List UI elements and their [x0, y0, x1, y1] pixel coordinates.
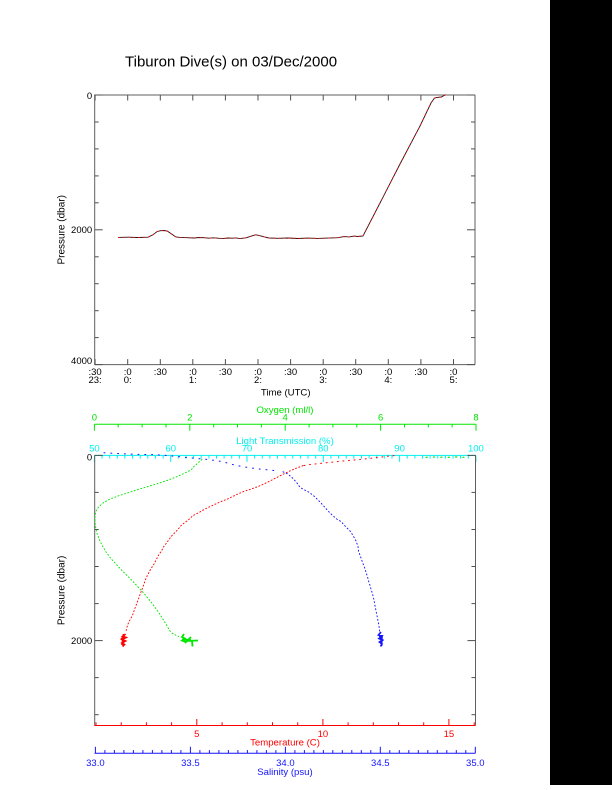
svg-text:Temperature (C): Temperature (C) [250, 738, 320, 749]
svg-text::30: :30 [219, 367, 232, 378]
svg-text:60: 60 [165, 443, 176, 454]
svg-text:6: 6 [378, 413, 383, 424]
svg-text:4000: 4000 [71, 356, 92, 367]
svg-text:2: 2 [187, 413, 192, 424]
svg-text:Time (UTC): Time (UTC) [261, 387, 311, 398]
svg-text:4:: 4: [384, 375, 392, 386]
svg-text:33.5: 33.5 [181, 758, 200, 769]
svg-text:5:: 5: [450, 375, 458, 386]
svg-text:33.0: 33.0 [86, 758, 105, 769]
svg-text:34.0: 34.0 [276, 758, 295, 769]
svg-text:2:: 2: [254, 375, 262, 386]
svg-text:1:: 1: [189, 375, 197, 386]
svg-text::30: :30 [284, 367, 297, 378]
svg-text:35.0: 35.0 [466, 758, 485, 769]
svg-text:90: 90 [394, 443, 405, 454]
svg-text:Tiburon Dive(s) on 03/Dec/2000: Tiburon Dive(s) on 03/Dec/2000 [125, 54, 337, 71]
svg-text::0: :0 [384, 367, 392, 378]
svg-text:2000: 2000 [71, 225, 92, 236]
svg-text::0: :0 [189, 367, 197, 378]
svg-text::0: :0 [254, 367, 262, 378]
svg-text::0: :0 [450, 367, 458, 378]
svg-text:100: 100 [468, 443, 484, 454]
svg-text:50: 50 [89, 443, 100, 454]
svg-text:Pressure (dbar): Pressure (dbar) [57, 195, 68, 264]
svg-text:4: 4 [283, 413, 288, 424]
svg-text:3:: 3: [319, 375, 327, 386]
svg-text::30: :30 [349, 367, 362, 378]
svg-text::30: :30 [88, 367, 101, 378]
svg-text:8: 8 [473, 413, 478, 424]
svg-text:80: 80 [318, 443, 329, 454]
svg-text:0: 0 [87, 452, 92, 463]
svg-text::0: :0 [124, 367, 132, 378]
svg-text:Salinity (psu): Salinity (psu) [257, 767, 312, 778]
svg-text:0:: 0: [124, 375, 132, 386]
svg-text:Light Transmission (%): Light Transmission (%) [236, 436, 334, 447]
svg-text:23:: 23: [88, 375, 101, 386]
svg-text:0: 0 [87, 91, 92, 102]
svg-text::30: :30 [154, 367, 167, 378]
svg-text:Oxygen (ml/l): Oxygen (ml/l) [256, 405, 313, 416]
svg-text::0: :0 [319, 367, 327, 378]
svg-text:70: 70 [242, 443, 253, 454]
svg-text:0: 0 [92, 413, 97, 424]
svg-text:2000: 2000 [71, 636, 92, 647]
svg-text:15: 15 [444, 729, 455, 740]
svg-text:10: 10 [318, 729, 329, 740]
svg-text:Pressure (dbar): Pressure (dbar) [57, 556, 68, 625]
svg-text:34.5: 34.5 [371, 758, 390, 769]
svg-text::30: :30 [414, 367, 427, 378]
svg-text:5: 5 [194, 729, 199, 740]
